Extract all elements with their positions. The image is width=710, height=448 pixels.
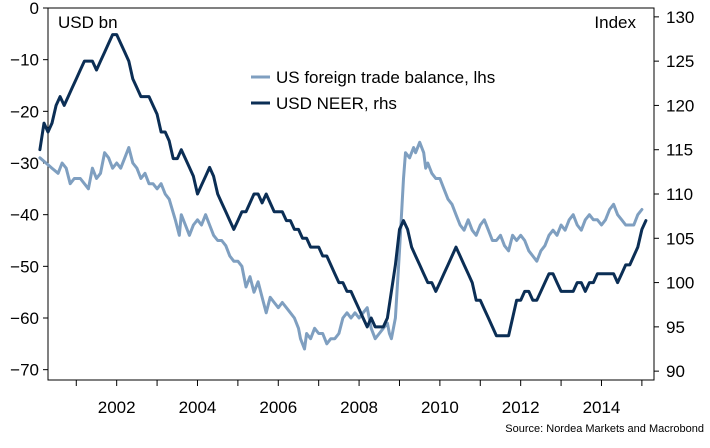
plot-frame: [47, 7, 655, 381]
x-tick-label: 2008: [340, 398, 378, 417]
series-line-neer: [38, 33, 648, 338]
legend-label-neer: USD NEER, rhs: [276, 94, 397, 113]
right-tick-label: 90: [666, 362, 685, 381]
x-tick-label: 2006: [259, 398, 297, 417]
left-tick-label: −10: [10, 51, 39, 70]
x-tick-label: 2012: [502, 398, 540, 417]
left-tick-label: 0: [30, 0, 39, 18]
x-axis: 2002 2004 2006 2008 2010 2012 2014: [75, 380, 643, 417]
left-tick-label: −40: [10, 206, 39, 225]
left-tick-label: −20: [10, 102, 39, 121]
left-tick-label: −60: [10, 309, 39, 328]
right-axis: 130 125 120 115 110 105 100 95 90: [654, 8, 694, 381]
x-tick-label: 2002: [98, 398, 136, 417]
left-axis: 0 −10 −20 −30 −40 −50 −60 −70: [10, 0, 48, 380]
right-tick-label: 105: [666, 229, 694, 248]
left-axis-unit-label: USD bn: [58, 13, 118, 32]
right-tick-label: 130: [666, 8, 694, 27]
left-tick-label: −70: [10, 361, 39, 380]
legend-label-trade-balance: US foreign trade balance, lhs: [276, 68, 495, 87]
series-layer: [38, 33, 648, 351]
left-tick-label: −30: [10, 154, 39, 173]
right-tick-label: 95: [666, 318, 685, 337]
series-line-trade-balance: [38, 140, 644, 351]
right-tick-label: 115: [666, 141, 693, 160]
right-tick-label: 120: [666, 96, 694, 115]
right-tick-label: 125: [666, 52, 694, 71]
right-tick-label: 100: [666, 274, 694, 293]
right-axis-unit-label: Index: [594, 13, 636, 32]
source-note: Source: Nordea Markets and Macrobond: [505, 423, 704, 435]
x-tick-label: 2014: [583, 398, 621, 417]
right-tick-label: 110: [666, 185, 693, 204]
x-tick-label: 2004: [179, 398, 217, 417]
left-tick-label: −50: [10, 257, 39, 276]
x-tick-label: 2010: [421, 398, 459, 417]
legend: US foreign trade balance, lhs USD NEER, …: [251, 68, 495, 113]
